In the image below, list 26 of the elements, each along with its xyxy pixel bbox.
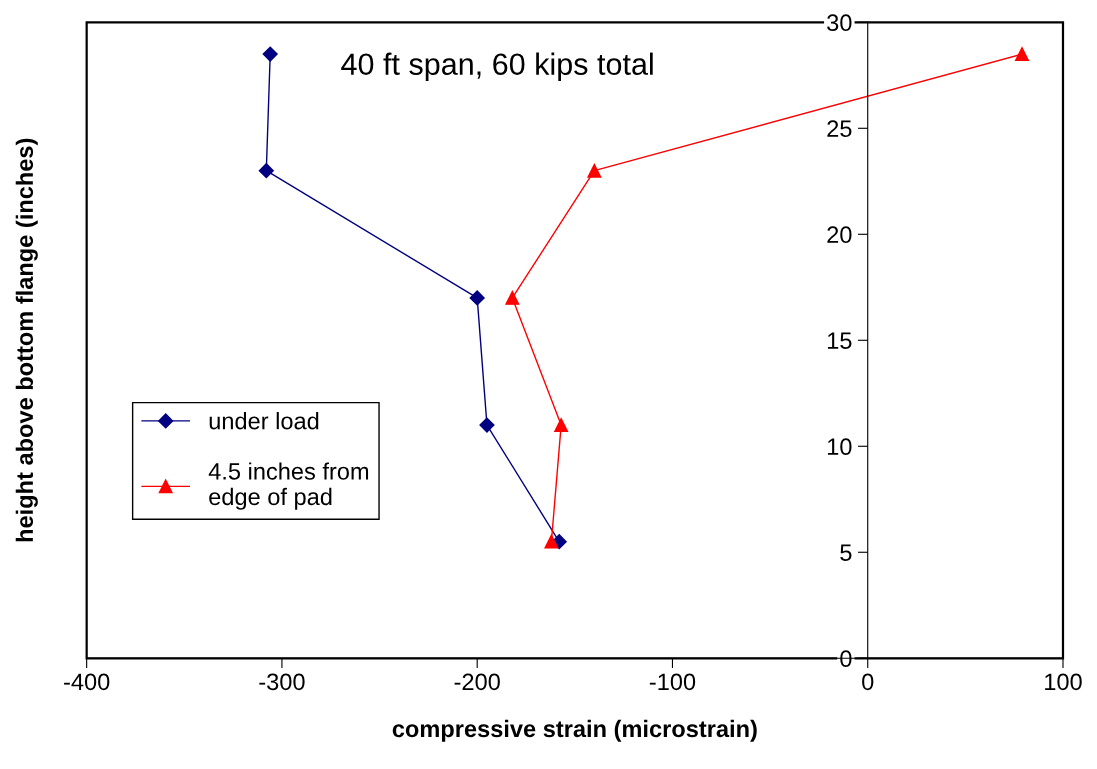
point [479, 417, 495, 433]
y-tick-label: 15 [827, 332, 852, 350]
x-tick-label: 100 [1045, 673, 1082, 691]
legend-label: under load [209, 412, 319, 430]
point [258, 163, 274, 179]
x-tick-label: -100 [649, 673, 696, 691]
y-tick-label: 20 [827, 226, 852, 244]
point [587, 163, 602, 178]
x-tick-label: -300 [259, 673, 305, 691]
y-tick-label: 10 [827, 438, 852, 456]
y-tick-label: 30 [827, 14, 852, 32]
x-axis-title: compressive strain (microstrain) [392, 719, 757, 742]
point [554, 418, 569, 433]
annotation: 40 ft span, 60 kips total [341, 52, 653, 82]
point [262, 46, 278, 62]
point [469, 290, 485, 306]
point [505, 290, 520, 305]
y-axis-title: height above bottom flange (inches) [15, 138, 38, 542]
point [1015, 47, 1029, 62]
y-tick-label: 25 [827, 120, 852, 138]
legend-label: 4.5 inches from edge of pad [208, 462, 369, 510]
point [544, 534, 559, 549]
y-tick-label: 5 [840, 544, 852, 562]
x-tick-label: -200 [454, 673, 500, 691]
x-tick-label: 0 [862, 673, 874, 691]
x-tick-label: -400 [64, 673, 110, 691]
